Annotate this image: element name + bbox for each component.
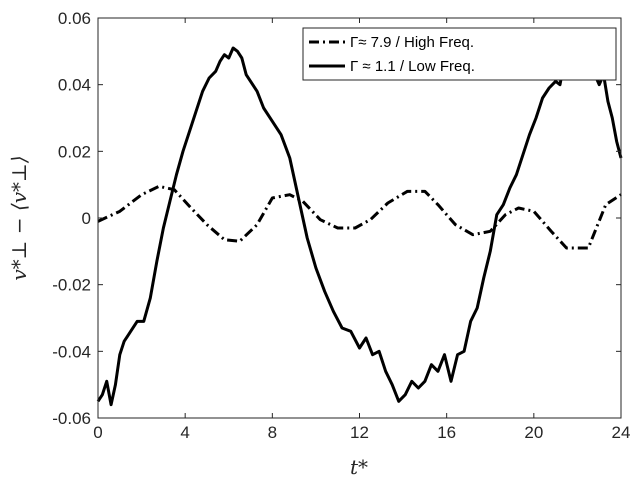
x-tick-label: 8 [268,423,277,442]
y-tick-label: 0.04 [58,76,91,95]
y-axis-label: v*⊥ − ⟨v*⊥⟩ [7,155,31,280]
x-axis-label: t* [350,455,368,479]
x-axis: 0 4 8 12 16 20 24 [93,18,630,442]
x-tick-label: 0 [93,423,102,442]
legend: Γ≈ 7.9 / High Freq. Γ ≈ 1.1 / Low Freq. [302,27,617,81]
y-tick-label: -0.06 [52,409,91,428]
y-tick-label: 0.02 [58,142,91,161]
series-line-high-freq [97,184,622,250]
y-tick-label: 0.06 [58,9,91,28]
y-tick-label: -0.02 [52,276,91,295]
y-tick-label: 0 [82,209,91,228]
x-tick-label: 12 [350,423,369,442]
legend-box [302,27,617,81]
y-tick-label: -0.04 [52,342,91,361]
legend-label-low-freq: Γ ≈ 1.1 / Low Freq. [350,58,475,75]
x-tick-label: 4 [180,423,189,442]
x-tick-label: 24 [612,423,631,442]
legend-label-high-freq: Γ≈ 7.9 / High Freq. [350,34,474,51]
y-axis: -0.06 -0.04 -0.02 0 0.02 0.04 0.06 [52,9,621,428]
x-tick-label: 16 [437,423,456,442]
x-tick-label: 20 [524,423,543,442]
series-line-low-freq [96,46,623,407]
